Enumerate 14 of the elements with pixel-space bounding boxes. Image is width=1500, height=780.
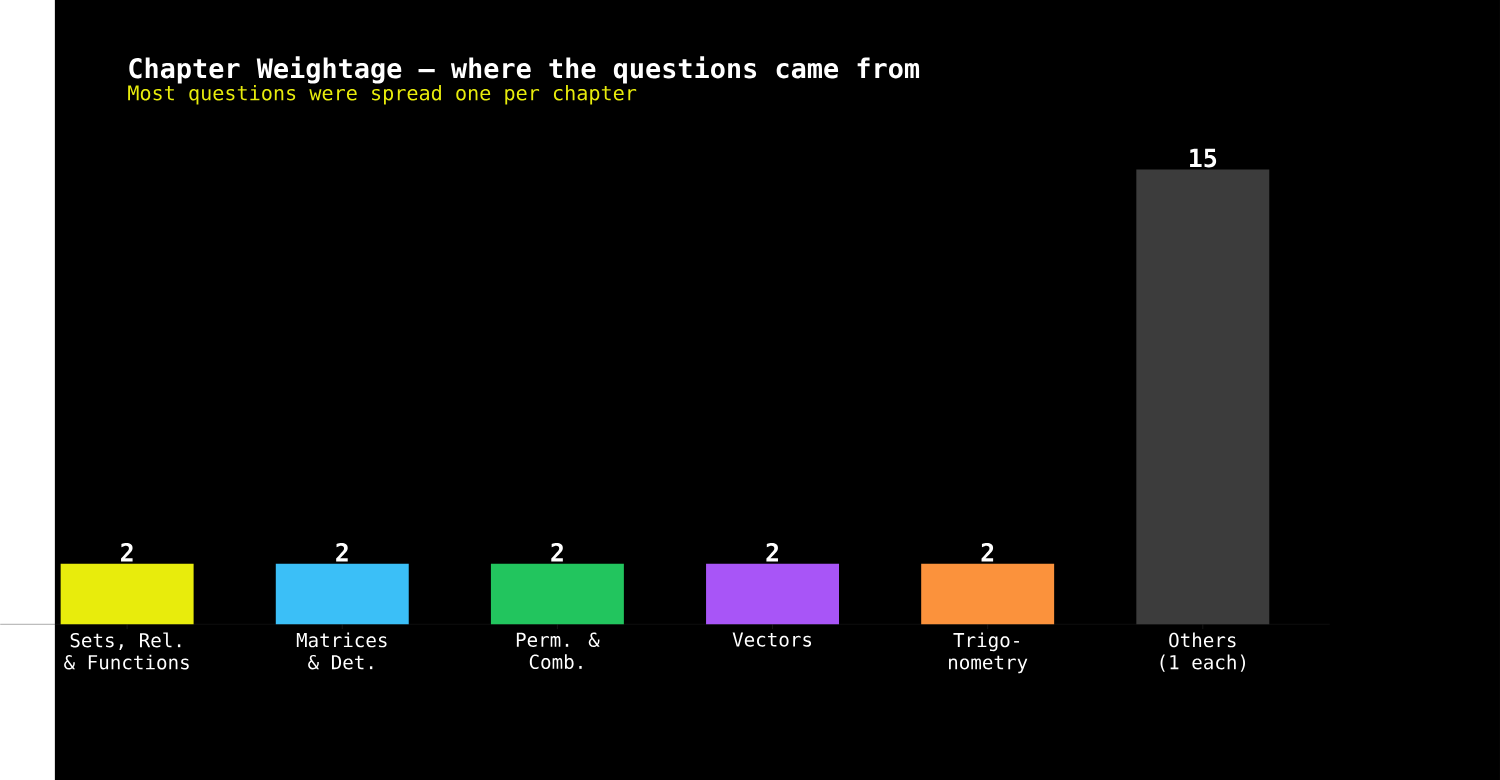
data-label: 2 [551, 542, 563, 562]
x-tick-label: Sets, Rel. & Functions [64, 632, 189, 670]
x-tick-label: Vectors [732, 632, 812, 647]
data-label: 15 [1190, 148, 1217, 168]
data-label: 2 [336, 542, 348, 562]
x-tick-label: Trigo- nometry [949, 632, 1028, 673]
data-label: 2 [766, 542, 778, 562]
x-tick-label: Others (1 each) [1160, 632, 1246, 672]
x-tick-label: Perm. & Comb. [516, 632, 600, 669]
chart-title: Chapter Weightage — where the questions came from [129, 56, 920, 84]
data-label: 2 [981, 542, 994, 562]
data-label: 2 [121, 542, 133, 562]
chart-subtitle: Most questions were spread one per chapter [128, 84, 637, 105]
x-tick-label: Matrices & Det. [296, 632, 387, 670]
